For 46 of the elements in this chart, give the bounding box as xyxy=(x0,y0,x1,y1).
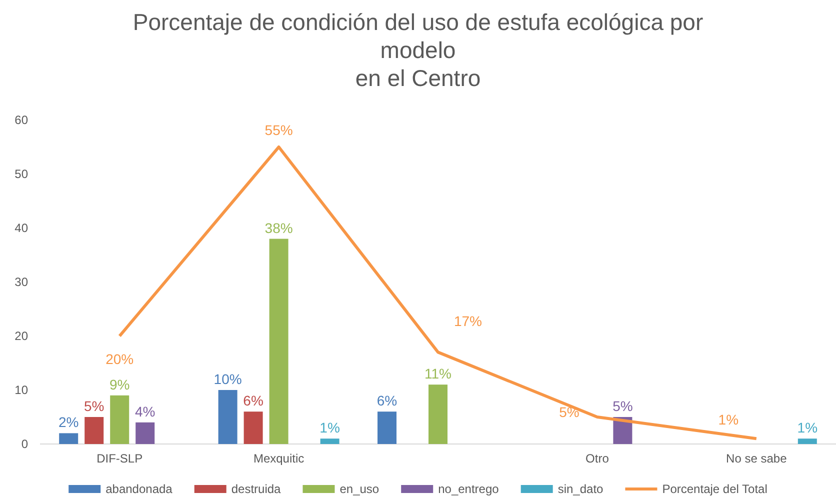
bar xyxy=(84,417,104,444)
y-tick-label: 60 xyxy=(14,112,28,127)
data-label: 6% xyxy=(243,392,264,409)
data-label: 4% xyxy=(134,403,156,420)
bar xyxy=(798,438,817,444)
bar xyxy=(218,390,238,444)
y-tick-label: 10 xyxy=(14,382,28,397)
x-tick-label: Otro xyxy=(586,452,610,466)
data-label: 5% xyxy=(612,398,633,414)
legend-label: abandonada xyxy=(106,482,173,496)
data-label: 1% xyxy=(797,420,818,436)
data-label: 5% xyxy=(84,398,104,414)
data-label: 17% xyxy=(454,313,482,330)
data-label: 1% xyxy=(718,412,739,428)
data-label: 5% xyxy=(559,404,580,420)
data-label: 9% xyxy=(109,376,130,392)
data-label: 55% xyxy=(264,122,293,138)
legend-label: sin_dato xyxy=(558,482,604,496)
data-label: 6% xyxy=(376,392,398,409)
y-tick-label: 20 xyxy=(14,328,28,343)
bar xyxy=(269,238,288,444)
y-tick-label: 30 xyxy=(14,274,28,289)
bar xyxy=(244,412,263,444)
data-label: 38% xyxy=(264,220,293,236)
y-tick-label: 50 xyxy=(14,166,28,181)
y-tick-label: 0 xyxy=(21,436,28,451)
bar xyxy=(110,395,130,444)
y-tick-label: 40 xyxy=(14,220,28,235)
legend-label: en_uso xyxy=(340,482,380,496)
bar xyxy=(378,412,396,444)
bar xyxy=(428,384,448,444)
bar xyxy=(136,422,155,444)
legend-label: destruida xyxy=(231,482,282,496)
data-label: 11% xyxy=(424,366,452,382)
bar xyxy=(59,433,78,444)
x-tick-label: Mexquitic xyxy=(253,452,304,466)
legend-label: no_entrego xyxy=(438,482,500,496)
data-label: 1% xyxy=(320,420,340,436)
legend-label: Porcentaje del Total xyxy=(662,482,768,496)
data-label: 10% xyxy=(214,371,242,387)
data-label: 2% xyxy=(58,414,79,430)
x-tick-label: No se sabe xyxy=(726,452,788,466)
x-tick-label: DIF-SLP xyxy=(96,452,143,466)
bar xyxy=(320,438,340,444)
chart-title: Porcentaje de condición del uso de estufa ecológica por modelo en el Centro xyxy=(132,9,704,91)
data-label: 20% xyxy=(106,351,134,367)
